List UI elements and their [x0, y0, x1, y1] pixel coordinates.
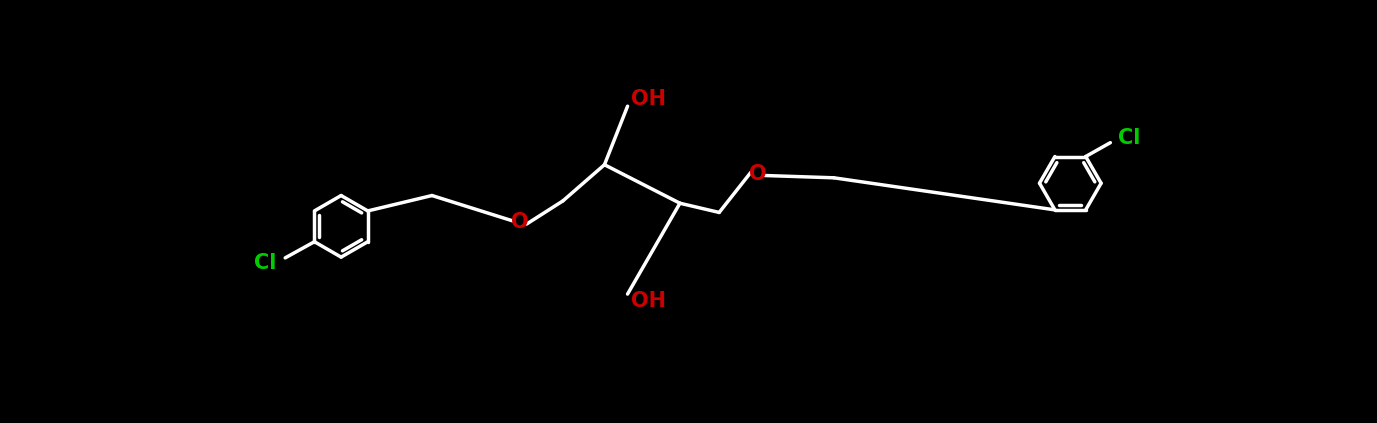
Text: Cl: Cl	[253, 253, 275, 273]
Text: OH: OH	[632, 291, 666, 311]
Text: O: O	[749, 164, 767, 184]
Text: O: O	[511, 212, 529, 233]
Text: OH: OH	[632, 89, 666, 109]
Text: Cl: Cl	[1118, 128, 1140, 148]
